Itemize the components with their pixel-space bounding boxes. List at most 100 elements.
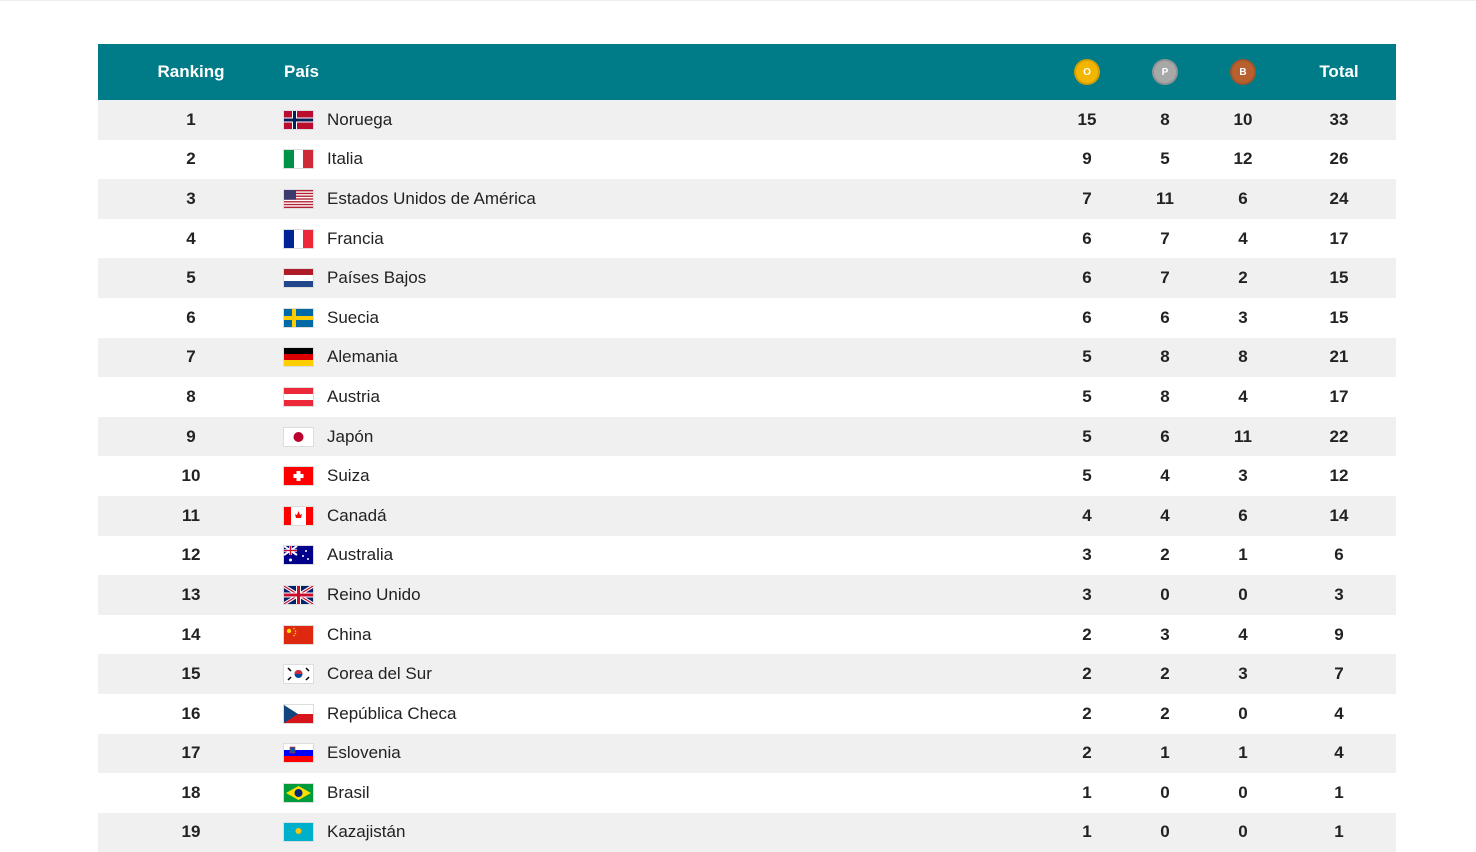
table-header: Ranking País O P B Total [98,44,1396,100]
total-count: 26 [1329,149,1349,169]
total-count: 17 [1329,386,1349,406]
rank-cell: 19 [181,822,201,842]
bronze-count: 4 [1238,386,1248,406]
bronze-count: 10 [1233,109,1253,129]
flag-switzerland-icon [284,467,313,486]
country-name: Austria [327,386,380,406]
bronze-count: 3 [1238,466,1248,486]
table-row: 7 Alemania 5 8 8 21 [98,337,1396,378]
total-count: 15 [1329,307,1349,327]
country-cell[interactable]: Suecia [284,298,379,338]
silver-count: 6 [1160,426,1170,446]
country-name: Francia [327,228,384,248]
rank-cell: 12 [181,545,201,565]
table-row: 3 Estados Unidos de América 7 11 6 24 [98,179,1396,219]
total-count: 17 [1329,228,1349,248]
flag-china-icon [284,625,313,644]
country-cell[interactable]: Austria [284,377,380,417]
gold-count: 2 [1082,703,1092,723]
rank-cell: 8 [186,386,196,406]
gold-count: 6 [1082,228,1092,248]
flag-czech-icon [284,704,313,723]
flag-slovenia-icon [284,744,313,763]
gold-count: 9 [1082,149,1092,169]
rank-cell: 3 [186,188,196,208]
country-cell[interactable]: Suiza [284,456,370,496]
table-row: 12 Australia 3 2 1 6 [98,536,1396,576]
rank-cell: 1 [186,109,196,129]
silver-count: 8 [1160,109,1170,129]
country-cell[interactable]: Australia [284,536,393,576]
silver-count: 7 [1160,228,1170,248]
silver-count: 0 [1160,584,1170,604]
total-count: 24 [1329,188,1349,208]
bronze-medal-icon: B [1230,59,1256,85]
bronze-count: 3 [1238,664,1248,684]
country-cell[interactable]: República Checa [284,694,456,734]
bronze-count: 6 [1238,188,1248,208]
country-cell[interactable]: Corea del Sur [284,654,432,694]
bronze-count: 1 [1238,545,1248,565]
country-cell[interactable]: China [284,615,371,655]
flag-sweden-icon [284,308,313,327]
bronze-count: 0 [1238,703,1248,723]
flag-kazakhstan-icon [284,823,313,842]
country-name: Alemania [327,347,398,367]
country-cell[interactable]: Francia [284,219,384,259]
total-count: 4 [1334,743,1344,763]
country-cell[interactable]: Italia [284,140,363,180]
country-cell[interactable]: Noruega [284,100,392,140]
gold-count: 2 [1082,664,1092,684]
header-silver[interactable]: P [1125,44,1205,100]
total-count: 6 [1334,545,1344,565]
gold-count: 5 [1082,426,1092,446]
gold-count: 2 [1082,624,1092,644]
country-cell[interactable]: Países Bajos [284,258,426,298]
bronze-count: 4 [1238,228,1248,248]
bronze-count: 0 [1238,584,1248,604]
page-top-border [0,0,1476,1]
gold-count: 3 [1082,584,1092,604]
country-cell[interactable]: Reino Unido [284,575,421,615]
total-count: 15 [1329,268,1349,288]
country-cell[interactable]: Canadá [284,496,387,536]
country-cell[interactable]: Japón [284,417,373,457]
header-gold[interactable]: O [1047,44,1127,100]
total-count: 1 [1334,782,1344,802]
silver-count: 5 [1160,149,1170,169]
flag-canada-icon [284,506,313,525]
rank-cell: 11 [182,505,200,525]
country-name: Eslovenia [327,743,401,763]
flag-brazil-icon [284,783,313,802]
country-cell[interactable]: Kazajistán [284,813,405,852]
silver-count: 8 [1160,386,1170,406]
silver-count: 8 [1160,347,1170,367]
gold-medal-icon: O [1074,59,1100,85]
header-bronze[interactable]: B [1203,44,1283,100]
bronze-count: 1 [1238,743,1248,763]
table-row: 18 Brasil 1 0 0 1 [98,773,1396,813]
country-cell[interactable]: Eslovenia [284,734,401,774]
rank-cell: 16 [181,703,201,723]
table-row: 15 Corea del Sur 2 2 3 7 [98,654,1396,694]
silver-medal-icon: P [1152,59,1178,85]
rank-cell: 17 [181,743,201,763]
gold-count: 5 [1082,347,1092,367]
table-body: 1 Noruega 15 8 10 33 2 Italia 9 5 12 26 … [98,100,1396,852]
header-country[interactable]: País [284,62,319,81]
country-cell[interactable]: Brasil [284,773,370,813]
table-row: 17 Eslovenia 2 1 1 4 [98,733,1396,774]
header-ranking[interactable]: Ranking [157,62,225,81]
total-count: 9 [1334,624,1344,644]
bronze-count: 3 [1238,307,1248,327]
header-total[interactable]: Total [1319,62,1359,81]
country-name: Corea del Sur [327,664,432,684]
bronze-count: 0 [1238,782,1248,802]
country-cell[interactable]: Estados Unidos de América [284,179,536,219]
silver-count: 2 [1160,545,1170,565]
country-cell[interactable]: Alemania [284,338,398,378]
bronze-count: 11 [1234,426,1252,446]
silver-count: 0 [1160,822,1170,842]
bronze-count: 0 [1238,822,1248,842]
table-row: 19 Kazajistán 1 0 0 1 [98,812,1396,852]
